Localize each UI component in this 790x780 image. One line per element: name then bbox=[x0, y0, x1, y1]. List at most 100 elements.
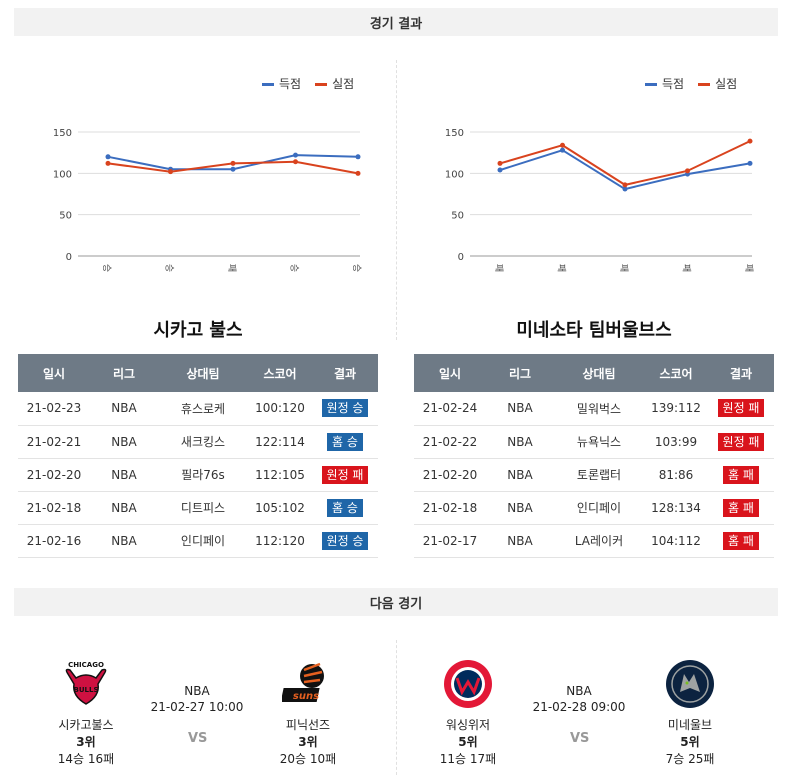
cell-score: 104:112 bbox=[644, 524, 708, 558]
data-point bbox=[105, 154, 111, 160]
cell-score: 122:114 bbox=[248, 425, 312, 459]
table-row: 21-02-22 NBA 뉴욕닉스 103:99 원정 패 bbox=[414, 425, 774, 459]
cell-opponent: 디트피스 bbox=[158, 491, 248, 525]
table-row: 21-02-24 NBA 밀워벅스 139:112 원정 패 bbox=[414, 392, 774, 426]
data-point bbox=[622, 182, 628, 188]
cell-date: 21-02-18 bbox=[18, 491, 90, 525]
chicago-chart: 0 50 100 150 승 승 패 승 승 bbox=[14, 60, 384, 280]
cell-opponent: 휴스로케 bbox=[158, 392, 248, 426]
minnesota-team-title: 미네소타 팀버울브스 bbox=[516, 320, 672, 341]
table-row: 21-02-21 NBA 새크킹스 122:114 홈 승 bbox=[18, 425, 378, 459]
chicago-chart-svg: 0 50 100 150 승 승 패 승 승 bbox=[53, 128, 362, 272]
cell-date: 21-02-18 bbox=[414, 491, 486, 525]
phoenix-suns-logo-icon: suns bbox=[280, 658, 334, 710]
cell-date: 21-02-23 bbox=[18, 392, 90, 426]
legend-allowed: 실점 bbox=[315, 75, 354, 92]
result-badge: 홈 승 bbox=[327, 432, 363, 451]
next-game-2-home-team[interactable]: 워싱위저 5위 11승 17패 bbox=[428, 658, 508, 767]
results-section-header: 경기 결과 bbox=[14, 8, 778, 36]
washington-wizards-logo-icon bbox=[442, 658, 494, 710]
col-result: 결과 bbox=[312, 354, 378, 392]
cell-opponent: 새크킹스 bbox=[158, 425, 248, 459]
cell-date: 21-02-21 bbox=[18, 425, 90, 459]
table-row: 21-02-16 NBA 인디페이 112:120 원정 승 bbox=[18, 524, 378, 558]
chicago-chart-legend: 득점 실점 bbox=[262, 75, 354, 92]
x-tick-label: 패 bbox=[618, 264, 629, 272]
result-badge: 원정 패 bbox=[717, 399, 765, 418]
data-point bbox=[293, 159, 298, 165]
next-section-title: 다음 경기 bbox=[369, 596, 423, 612]
cell-league: NBA bbox=[486, 458, 554, 492]
data-point bbox=[168, 169, 173, 175]
col-opponent: 상대팀 bbox=[554, 354, 644, 392]
legend-allowed: 실점 bbox=[698, 75, 737, 92]
cell-result: 원정 승 bbox=[312, 392, 378, 426]
next-section-header: 다음 경기 bbox=[14, 588, 778, 616]
cell-league: NBA bbox=[90, 524, 158, 558]
cell-opponent: 필라76s bbox=[158, 458, 248, 492]
next-game-1-info: NBA 21-02-27 10:00 bbox=[147, 684, 247, 714]
result-badge: 홈 패 bbox=[723, 465, 759, 484]
y-tick-label: 100 bbox=[53, 169, 72, 180]
col-date: 일시 bbox=[18, 354, 90, 392]
table-row: 21-02-20 NBA 필라76s 112:105 원정 패 bbox=[18, 458, 378, 492]
cell-league: NBA bbox=[90, 458, 158, 492]
cell-score: 112:105 bbox=[248, 458, 312, 492]
cell-league: NBA bbox=[486, 392, 554, 426]
cell-opponent: 토론랩터 bbox=[554, 458, 644, 492]
next-game-1-home-team[interactable]: CHICAGO BULLS 시카고불스 3위 14승 16패 bbox=[46, 658, 126, 767]
x-tick-label: 승 bbox=[351, 264, 362, 272]
legend-scored: 득점 bbox=[645, 75, 684, 92]
team-rank: 3위 bbox=[298, 735, 318, 749]
x-tick-label: 승 bbox=[289, 264, 300, 272]
y-tick-label: 0 bbox=[66, 252, 72, 263]
data-point bbox=[355, 170, 361, 176]
team-name: 피닉선즈 bbox=[285, 718, 331, 732]
col-opponent: 상대팀 bbox=[158, 354, 248, 392]
cell-date: 21-02-22 bbox=[414, 425, 486, 459]
col-league: 리그 bbox=[486, 354, 554, 392]
next-game-2-away-team[interactable]: 미네울브 5위 7승 25패 bbox=[650, 658, 730, 767]
minnesota-chart: 0 50 100 150 패 패 패 패 패 bbox=[406, 60, 776, 280]
next-game-1-away-team[interactable]: suns 피닉선즈 3위 20승 10패 bbox=[268, 658, 348, 767]
cell-opponent: 인디페이 bbox=[158, 524, 248, 558]
x-tick-label: 승 bbox=[164, 264, 175, 272]
team-rank: 5위 bbox=[458, 735, 478, 749]
data-point bbox=[747, 160, 753, 166]
x-tick-label: 패 bbox=[493, 264, 504, 272]
cell-result: 홈 승 bbox=[312, 491, 378, 525]
team-record: 14승 16패 bbox=[57, 752, 115, 766]
result-badge: 원정 패 bbox=[321, 465, 369, 484]
cell-opponent: 뉴욕닉스 bbox=[554, 425, 644, 459]
minnesota-chart-svg: 0 50 100 150 패 패 패 패 패 bbox=[445, 128, 754, 272]
team-record: 11승 17패 bbox=[439, 752, 497, 766]
next-game-datetime: 21-02-27 10:00 bbox=[150, 700, 244, 714]
col-league: 리그 bbox=[90, 354, 158, 392]
data-point bbox=[747, 138, 753, 144]
cell-score: 103:99 bbox=[644, 425, 708, 459]
next-game-league: NBA bbox=[566, 684, 592, 698]
result-badge: 홈 패 bbox=[723, 531, 759, 550]
col-result: 결과 bbox=[708, 354, 774, 392]
team-record: 7승 25패 bbox=[665, 752, 715, 766]
results-divider bbox=[396, 60, 397, 340]
table-row: 21-02-23 NBA 휴스로케 100:120 원정 승 bbox=[18, 392, 378, 426]
cell-opponent: LA레이커 bbox=[554, 524, 644, 558]
svg-text:suns: suns bbox=[293, 691, 319, 702]
data-point bbox=[355, 154, 361, 160]
result-badge: 홈 승 bbox=[327, 498, 363, 517]
cell-result: 원정 승 bbox=[312, 524, 378, 558]
cell-result: 홈 패 bbox=[708, 491, 774, 525]
legend-scored-label: 득점 bbox=[662, 77, 685, 91]
data-point bbox=[230, 160, 236, 166]
vs-label: VS bbox=[570, 731, 590, 746]
legend-allowed-label: 실점 bbox=[715, 77, 738, 91]
y-tick-label: 150 bbox=[53, 128, 72, 139]
legend-scored-label: 득점 bbox=[279, 77, 302, 91]
y-tick-label: 50 bbox=[59, 211, 72, 222]
results-section-title: 경기 결과 bbox=[369, 16, 423, 32]
cell-league: NBA bbox=[90, 491, 158, 525]
cell-date: 21-02-17 bbox=[414, 524, 486, 558]
cell-score: 128:134 bbox=[644, 491, 708, 525]
cell-result: 원정 패 bbox=[708, 392, 774, 426]
